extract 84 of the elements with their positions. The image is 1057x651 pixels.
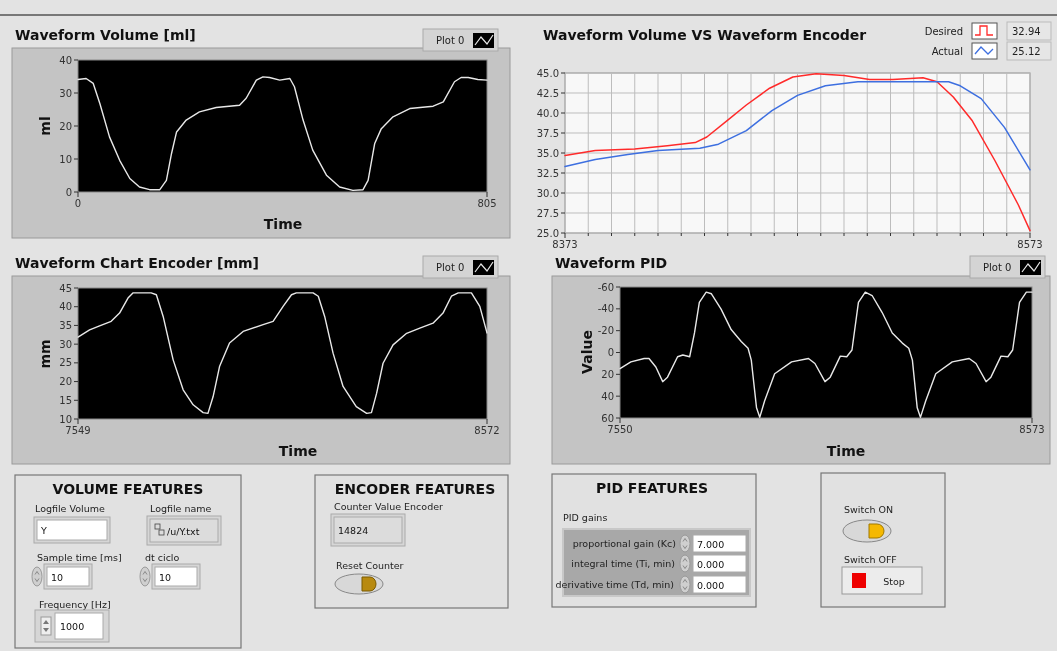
legend-label: Actual [931, 46, 963, 57]
y-tick-label: -20 [597, 325, 614, 337]
text: 0.000 [697, 558, 725, 570]
y-axis-title: Value [579, 330, 595, 374]
chart-title: Waveform Volume [ml] [15, 27, 196, 43]
chart-title: Waveform PID [555, 255, 668, 271]
text: 32.94 [1012, 26, 1041, 37]
text: 25.12 [1012, 46, 1041, 57]
y-tick-label: 0 [65, 186, 72, 198]
x-tick-label: 7550 [607, 424, 633, 435]
x-axis-title: Time [826, 443, 866, 459]
y-tick-label: 40 [59, 301, 72, 313]
y-tick-label: 25.0 [536, 227, 559, 239]
x-axis-title: Time [278, 443, 318, 459]
x-axis-title: Time [263, 216, 303, 232]
text: proportional gain (Kc) [572, 538, 676, 549]
y-tick-label: 42.5 [536, 87, 559, 99]
legend-label: Plot 0 [436, 262, 465, 273]
text: Stop [883, 576, 905, 587]
text: Sample time [ms] [37, 552, 122, 563]
y-tick-label: 45 [59, 282, 72, 294]
y-tick-label: 30 [59, 87, 72, 99]
legend-label: Plot 0 [983, 262, 1012, 273]
text: Logfile Volume [35, 503, 105, 514]
text: dt ciclo [145, 552, 180, 563]
text: 7.000 [697, 538, 725, 550]
y-tick-label: 37.5 [536, 127, 559, 139]
y-tick-label: 45.0 [536, 67, 559, 79]
x-tick-label: 7549 [65, 425, 91, 436]
y-tick-label: 30 [59, 338, 72, 350]
line-series [564, 81, 1031, 171]
y-tick-label: -40 [597, 303, 614, 315]
y-tick-label: 25 [59, 357, 72, 369]
text: 10 [159, 571, 172, 583]
text: Logfile name [150, 503, 212, 514]
text: ENCODER FEATURES [334, 481, 496, 497]
chart-title: Waveform Chart Encoder [mm] [15, 255, 259, 271]
text: derivative time (Td, min) [555, 579, 674, 590]
y-tick-label: 20 [601, 368, 614, 380]
legend-label: Plot 0 [436, 35, 465, 46]
y-tick-label: 10 [59, 153, 72, 165]
text: 14824 [338, 525, 369, 536]
text: Switch OFF [844, 554, 897, 565]
x-tick-label: 805 [477, 198, 497, 209]
y-tick-label: -60 [597, 281, 614, 293]
y-tick-label: 40 [601, 390, 614, 402]
line-series [619, 291, 1033, 419]
line-series [77, 292, 488, 415]
text: PID FEATURES [595, 480, 709, 496]
line-series [564, 73, 1031, 232]
text: PID gains [563, 512, 608, 523]
y-tick-label: 30.0 [536, 187, 559, 199]
chart-title: Waveform Volume VS Waveform Encoder [543, 27, 867, 43]
text: Switch ON [844, 504, 894, 515]
x-tick-label: 8573 [1017, 239, 1043, 250]
line-series [77, 76, 488, 192]
text: Counter Value Encoder [334, 501, 444, 512]
text: integral time (Ti, min) [571, 558, 675, 569]
text: /u/Y.txt [167, 525, 200, 537]
y-tick-label: 35 [59, 319, 72, 331]
y-tick-label: 20 [59, 120, 72, 132]
y-tick-label: 40.0 [536, 107, 559, 119]
text: Frequency [Hz] [39, 599, 111, 610]
text: Y [40, 525, 47, 536]
text: 10 [51, 571, 64, 583]
y-tick-label: 60 [601, 412, 614, 424]
x-tick-label: 8573 [1019, 424, 1045, 435]
text: 0.000 [697, 579, 725, 591]
y-axis-title: mm [37, 339, 53, 369]
x-tick-label: 8373 [552, 239, 578, 250]
legend-label: Desired [924, 26, 963, 37]
x-tick-label: 8572 [474, 425, 500, 436]
text: 1000 [60, 621, 85, 632]
y-tick-label: 15 [59, 394, 72, 406]
y-tick-label: 0 [607, 347, 614, 358]
text: VOLUME FEATURES [52, 481, 204, 497]
y-tick-label: 10 [59, 413, 72, 425]
y-tick-label: 40 [59, 54, 72, 66]
y-tick-label: 27.5 [536, 207, 559, 219]
y-axis-title: ml [37, 116, 53, 136]
y-tick-label: 20 [59, 376, 72, 388]
y-tick-label: 35.0 [536, 147, 559, 159]
y-tick-label: 32.5 [536, 167, 559, 179]
text: Reset Counter [336, 560, 404, 571]
